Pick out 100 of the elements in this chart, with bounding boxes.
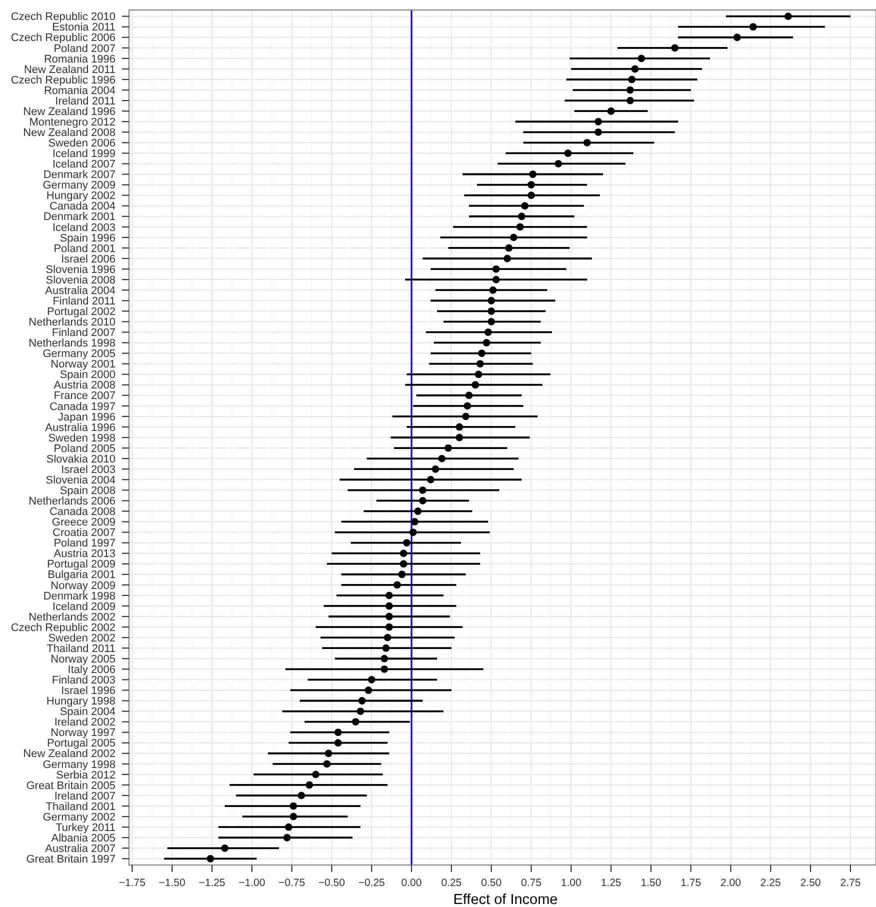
y-tick-label: New Zealand 2011 xyxy=(24,64,116,76)
y-tick-label: Germany 2002 xyxy=(42,811,116,824)
y-tick-label: Denmark 1998 xyxy=(43,590,116,602)
y-tick-label: Netherlands 2002 xyxy=(28,611,116,624)
y-tick-label: Portugal 2009 xyxy=(47,558,116,571)
x-tick-label: −1.50 xyxy=(158,877,186,889)
x-tick-label: 0.50 xyxy=(481,877,502,889)
y-tick-label: Israel 2003 xyxy=(61,464,116,476)
y-tick-label: Germany 2005 xyxy=(42,348,116,360)
y-tick-label: Canada 2008 xyxy=(49,506,116,518)
y-tick-label: Germany 1998 xyxy=(42,758,116,771)
x-tick-label: 2.25 xyxy=(760,877,782,889)
y-tick-label: Romania 2004 xyxy=(44,84,116,97)
y-tick-label: Spain 1996 xyxy=(60,232,116,244)
y-tick-label: Estonia 2011 xyxy=(52,22,116,34)
y-tick-label: Iceland 1999 xyxy=(52,148,116,160)
y-tick-label: Australia 1996 xyxy=(45,422,116,434)
y-tick-label: Slovenia 2008 xyxy=(46,274,116,286)
y-tick-label: Canada 1997 xyxy=(49,400,116,413)
y-tick-label: Norway 2001 xyxy=(50,358,116,371)
x-tick-label: −1.25 xyxy=(198,877,226,889)
y-tick-label: Austria 2008 xyxy=(54,380,116,392)
y-tick-label: Spain 2008 xyxy=(60,485,116,497)
y-tick-label: Serbia 2012 xyxy=(56,769,116,782)
y-tick-label: New Zealand 1996 xyxy=(23,106,116,118)
y-tick-label: Greece 2009 xyxy=(52,516,116,529)
y-tick-label: Bulgaria 2001 xyxy=(48,569,116,582)
y-tick-label: Portugal 2005 xyxy=(47,738,116,750)
x-tick-label: −0.75 xyxy=(278,877,306,889)
x-tick-label: 0.25 xyxy=(441,877,462,889)
x-tick-label: −1.75 xyxy=(118,877,146,889)
x-tick-label: 0.00 xyxy=(401,877,422,889)
y-tick-label: Ireland 2011 xyxy=(55,95,116,108)
y-tick-label: Montenegro 2012 xyxy=(29,116,116,128)
y-tick-label: Spain 2000 xyxy=(60,369,116,382)
y-tick-label: Thailand 2011 xyxy=(46,642,116,655)
y-tick-label: Slovenia 1996 xyxy=(46,264,116,276)
y-tick-label: Israel 1996 xyxy=(61,685,116,698)
y-tick-label: Poland 2005 xyxy=(54,442,116,455)
y-tick-label: Italy 2006 xyxy=(68,664,116,676)
y-tick-label: Israel 2006 xyxy=(61,253,116,266)
y-tick-label: Slovenia 2004 xyxy=(46,474,116,486)
y-tick-label: Norway 2009 xyxy=(50,580,116,592)
y-tick-label: Iceland 2007 xyxy=(52,158,116,171)
y-tick-label: Denmark 2001 xyxy=(43,211,116,224)
x-tick-label: 1.75 xyxy=(680,877,702,889)
x-tick-label: −0.50 xyxy=(318,877,346,889)
y-tick-label: Poland 2001 xyxy=(54,242,116,255)
y-tick-label: Spain 2004 xyxy=(60,706,116,718)
y-tick-label: Netherlands 1998 xyxy=(28,338,116,350)
x-axis-title: Effect of Income xyxy=(453,892,558,907)
x-tick-label: 1.00 xyxy=(560,877,582,889)
y-tick-label: Hungary 2002 xyxy=(46,190,116,202)
y-tick-label: Canada 2004 xyxy=(49,200,116,213)
y-tick-label: Hungary 1998 xyxy=(46,696,116,708)
y-tick-label: Great Britain 2005 xyxy=(26,780,116,792)
y-tick-label: Czech Republic 1996 xyxy=(10,74,116,86)
x-tick-label: 0.75 xyxy=(521,877,542,889)
y-tick-label: Norway 2005 xyxy=(50,653,116,666)
y-tick-label: Albania 2005 xyxy=(51,832,116,844)
x-tick-label: −1.00 xyxy=(238,877,266,889)
y-tick-label: France 2007 xyxy=(54,390,116,402)
y-tick-label: Iceland 2009 xyxy=(52,600,116,613)
y-tick-label: Germany 2009 xyxy=(42,180,116,192)
y-tick-label: Denmark 2007 xyxy=(43,169,116,182)
y-tick-label: Poland 1997 xyxy=(54,538,116,550)
x-tick-label: 1.25 xyxy=(600,877,622,889)
x-tick-label: 2.50 xyxy=(800,877,821,889)
y-tick-label: Austria 2013 xyxy=(54,548,116,560)
x-tick-label: 1.50 xyxy=(640,877,662,889)
y-tick-label: Czech Republic 2006 xyxy=(10,32,116,44)
y-tick-label: Australia 2007 xyxy=(45,843,116,856)
y-tick-label: Finland 2007 xyxy=(52,327,116,340)
y-tick-label: Sweden 2002 xyxy=(48,632,116,644)
y-tick-label: Ireland 2007 xyxy=(54,790,116,802)
y-tick-label: Turkey 2011 xyxy=(56,822,116,834)
y-tick-label: Poland 2007 xyxy=(54,42,116,55)
y-tick-label: New Zealand 2008 xyxy=(23,126,116,139)
y-tick-label: Japan 1996 xyxy=(58,411,116,424)
y-tick-label: Sweden 1998 xyxy=(48,432,116,444)
y-tick-label: Czech Republic 2010 xyxy=(10,11,116,24)
y-tick-label: Czech Republic 2002 xyxy=(10,622,116,634)
y-tick-label: Romania 1996 xyxy=(44,53,116,66)
x-tick-label: 2.00 xyxy=(720,877,742,889)
y-tick-label: Great Britain 1997 xyxy=(26,854,116,866)
y-tick-label: Croatia 2007 xyxy=(52,527,116,540)
y-tick-label: Portugal 2002 xyxy=(47,306,116,318)
y-tick-label: Slovakia 2010 xyxy=(46,453,116,466)
x-tick-label: 2.75 xyxy=(840,877,861,889)
y-tick-label: Finland 2011 xyxy=(52,295,116,308)
y-tick-label: Iceland 2003 xyxy=(52,222,116,234)
y-tick-label: Ireland 2002 xyxy=(54,716,116,729)
y-tick-label: Thailand 2001 xyxy=(46,800,116,813)
y-tick-label: Finland 2003 xyxy=(52,674,116,687)
y-tick-label: Sweden 2006 xyxy=(48,138,116,150)
y-tick-label: Australia 2004 xyxy=(45,284,116,297)
y-tick-label: Netherlands 2006 xyxy=(28,496,116,508)
y-tick-label: Norway 1997 xyxy=(50,727,116,740)
y-tick-label: Netherlands 2010 xyxy=(28,316,116,329)
x-tick-label: −0.25 xyxy=(358,877,386,889)
